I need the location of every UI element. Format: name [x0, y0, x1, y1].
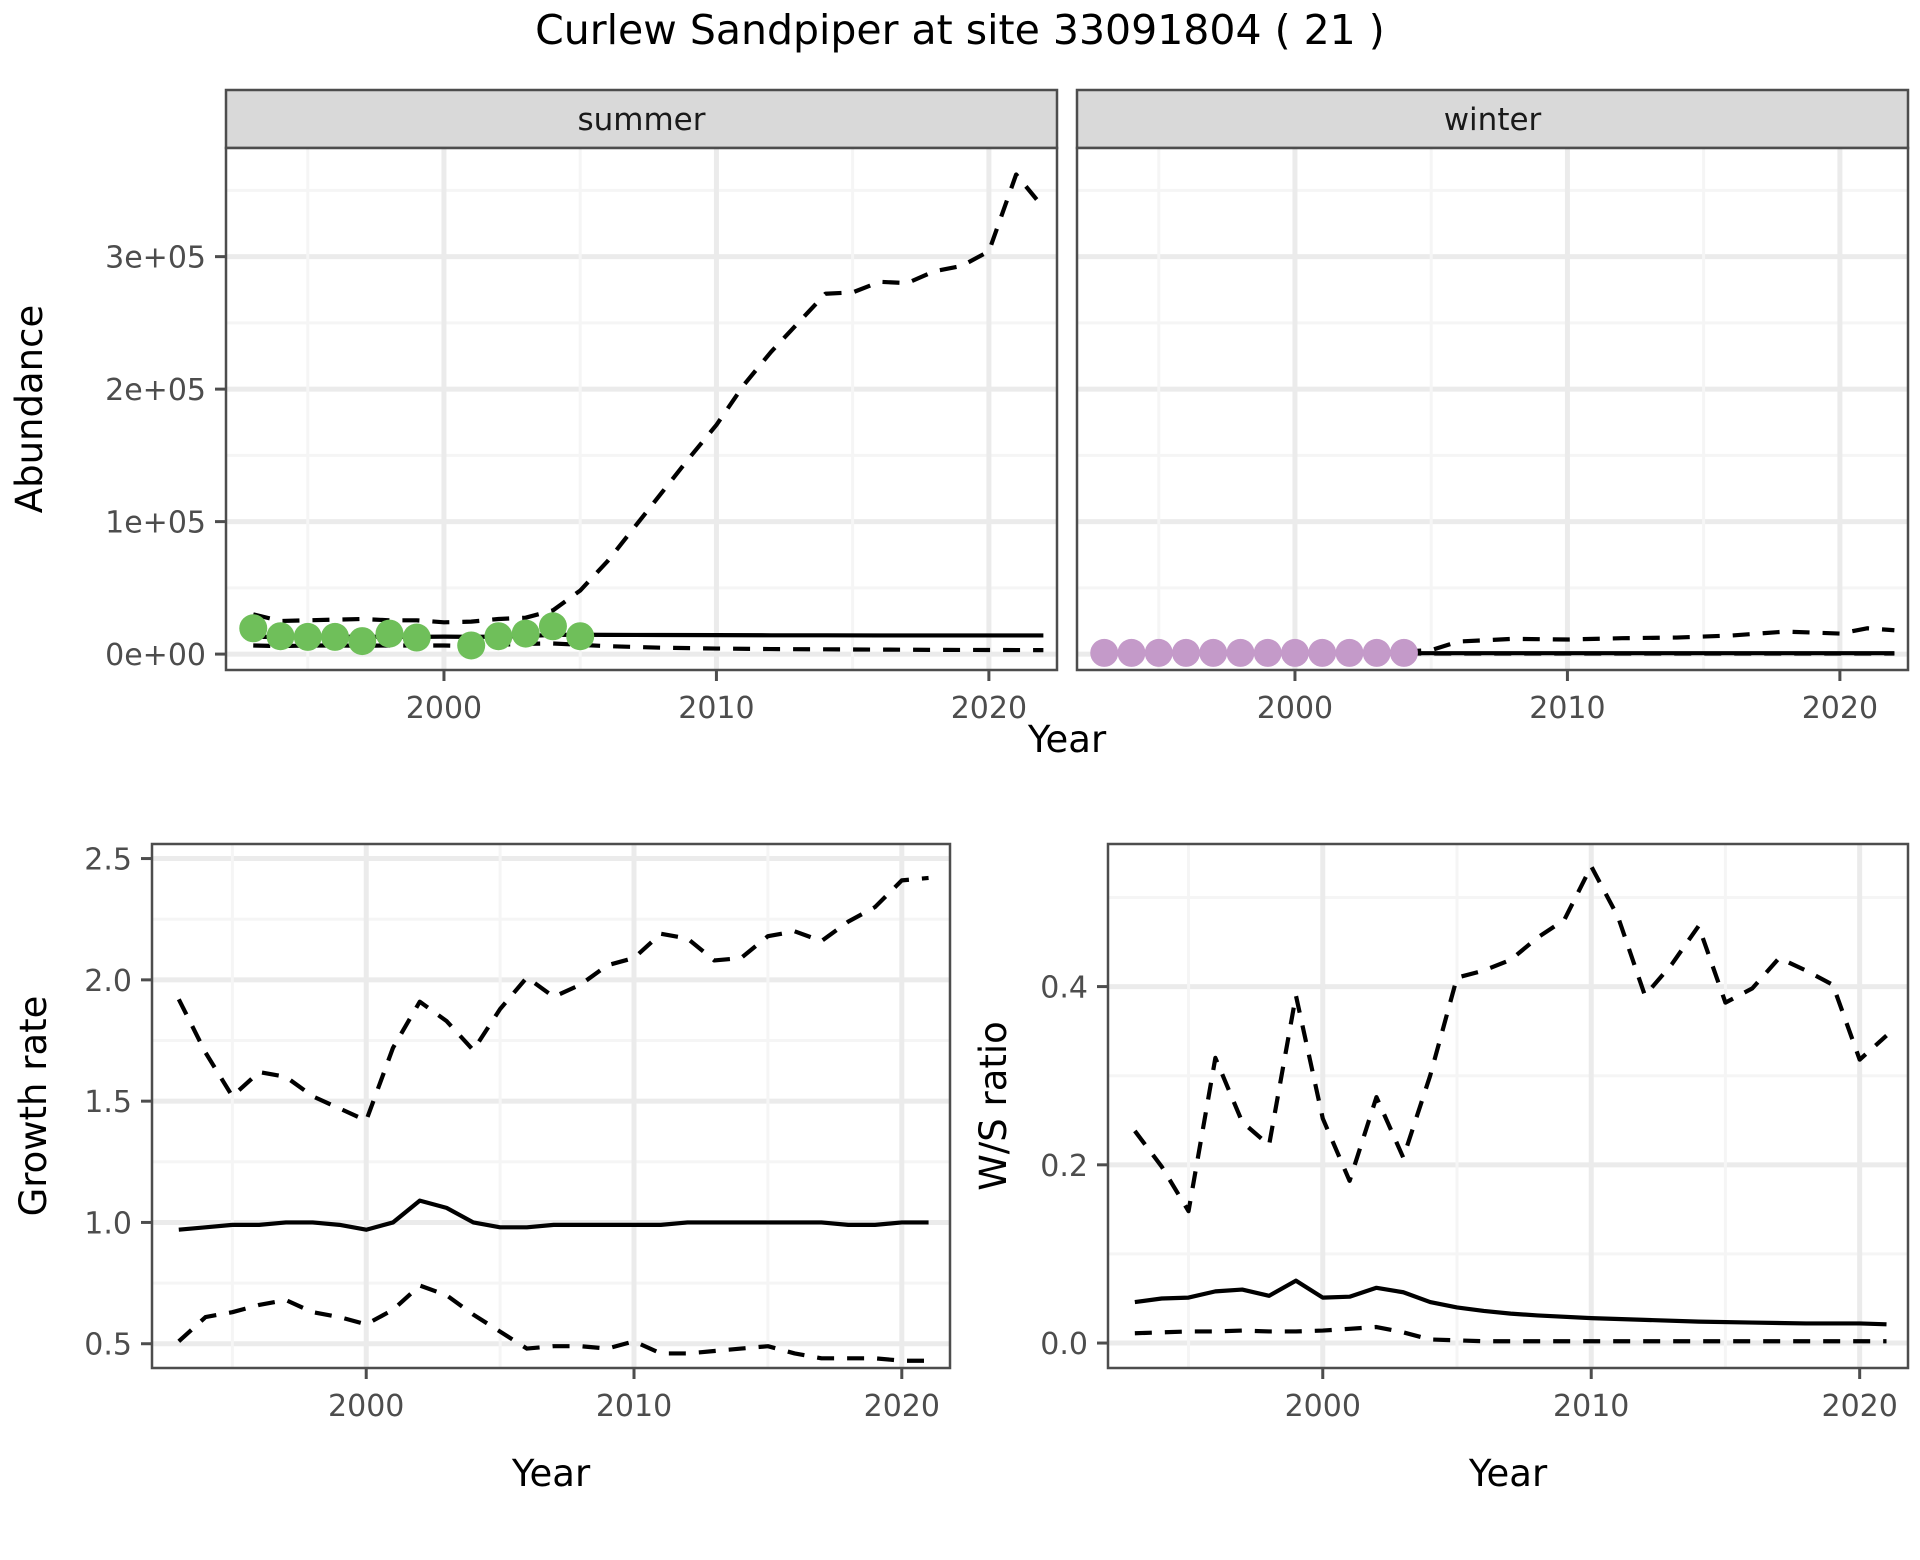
- y-axis-title: Abundance: [8, 305, 51, 513]
- data-point: [1226, 638, 1255, 667]
- data-point: [1253, 638, 1282, 667]
- panel-border: [150, 842, 952, 1370]
- grid: [226, 148, 1057, 670]
- x-tick-label: 2000: [1285, 1389, 1361, 1424]
- data-point: [239, 614, 268, 643]
- data-point: [1199, 638, 1228, 667]
- y-tick-label: 1.0: [84, 1206, 132, 1241]
- panel-background: [152, 844, 950, 1368]
- x-tick-label: 2020: [1821, 1389, 1897, 1424]
- panel-background: [1108, 844, 1908, 1368]
- x-axis-title: Year: [1027, 718, 1107, 761]
- data-point: [1117, 638, 1146, 667]
- x-tick-label: 2020: [1802, 691, 1878, 726]
- x-tick-label: 2000: [406, 691, 482, 726]
- series-line-lower: [1134, 1324, 1887, 1344]
- panel-background: [226, 148, 1057, 670]
- plot-panel: 2000 2010 2020 0.5 1.0 1.5 2.0 2.5: [84, 842, 952, 1424]
- data-point: [457, 631, 486, 660]
- data-point: [348, 627, 377, 656]
- data-points: [239, 612, 595, 660]
- y-tick-label: 0.2: [1040, 1149, 1088, 1184]
- y-tick-label: 3e+05: [105, 241, 206, 276]
- data-point: [1308, 638, 1337, 667]
- data-point: [1090, 638, 1119, 667]
- data-point: [538, 612, 567, 641]
- series-line-lower: [177, 1283, 929, 1363]
- data-point: [266, 622, 295, 651]
- data-point: [566, 622, 595, 651]
- series-line-median: [1134, 1278, 1887, 1327]
- panel-border: [1106, 842, 1910, 1370]
- y-tick-label: 0.4: [1040, 971, 1088, 1006]
- y-tick-label: 1e+05: [105, 506, 206, 541]
- x-tick-label: 2010: [678, 691, 754, 726]
- data-point: [1335, 638, 1364, 667]
- series-line-median: [178, 1198, 929, 1232]
- data-point: [320, 622, 349, 651]
- series-line-upper: [1133, 864, 1888, 1214]
- figure-title: Curlew Sandpiper at site 33091804 ( 21 ): [535, 6, 1385, 54]
- panel-border: [1075, 146, 1910, 672]
- x-tick-label: 2010: [1553, 1389, 1629, 1424]
- y-tick-label: 0e+00: [105, 638, 206, 673]
- series-line-upper: [176, 875, 929, 1123]
- x-axis-title: Year: [511, 1452, 591, 1495]
- x-tick-label: 2020: [864, 1389, 940, 1424]
- y-tick-label: 2e+05: [105, 373, 206, 408]
- data-point: [375, 619, 404, 648]
- abundance-chart: summer 2000 2010 2020 0e+00 1e+05 2e+05 3e+05 wi…: [8, 88, 1910, 761]
- facet-strip-label-summer: summer: [577, 102, 705, 138]
- data-point: [402, 623, 431, 652]
- x-tick-label: 2010: [596, 1389, 672, 1424]
- y-tick-label: 0.0: [1040, 1327, 1088, 1362]
- x-tick-label: 2010: [1529, 691, 1605, 726]
- series-line-upper: [252, 172, 1046, 625]
- y-tick-label: 2.0: [84, 964, 132, 999]
- y-tick-label: 0.5: [84, 1328, 132, 1363]
- x-tick-label: 2000: [328, 1389, 404, 1424]
- y-axis-title: W/S ratio: [972, 1021, 1015, 1191]
- plot-panel: 2000 2010 2020 0.0 0.2 0.4: [1040, 842, 1910, 1424]
- data-point: [484, 622, 513, 651]
- ws-ratio-chart: 2000 2010 2020 0.0 0.2 0.4 W/S ratio Year: [972, 842, 1910, 1495]
- data-point: [293, 622, 322, 651]
- data-point: [1362, 638, 1391, 667]
- grid: [1077, 148, 1908, 670]
- facet-panel-summer: summer 2000 2010 2020 0e+00 1e+05 2e+05 3e+05: [105, 88, 1059, 726]
- data-point: [1171, 638, 1200, 667]
- y-tick-label: 2.5: [84, 843, 132, 878]
- data-point: [1280, 638, 1309, 667]
- data-point: [1389, 638, 1418, 667]
- growth-rate-chart: 2000 2010 2020 0.5 1.0 1.5 2.0 2.5 Growth rate Ye…: [12, 842, 952, 1495]
- panel-border: [224, 146, 1059, 672]
- y-axis-title: Growth rate: [12, 996, 55, 1217]
- panel-background: [1077, 148, 1908, 670]
- data-points: [1090, 638, 1418, 667]
- facet-panel-winter: winter 2000 2010 2020: [1075, 88, 1910, 726]
- facet-strip-summer: [224, 88, 1059, 150]
- facet-strip-label-winter: winter: [1444, 102, 1542, 138]
- data-point: [1144, 638, 1173, 667]
- y-tick-label: 1.5: [84, 1085, 132, 1120]
- data-point: [511, 619, 540, 648]
- x-tick-label: 2000: [1257, 691, 1333, 726]
- series-line-upper: [1104, 626, 1895, 656]
- x-axis-title: Year: [1468, 1452, 1548, 1495]
- x-tick-label: 2020: [951, 691, 1027, 726]
